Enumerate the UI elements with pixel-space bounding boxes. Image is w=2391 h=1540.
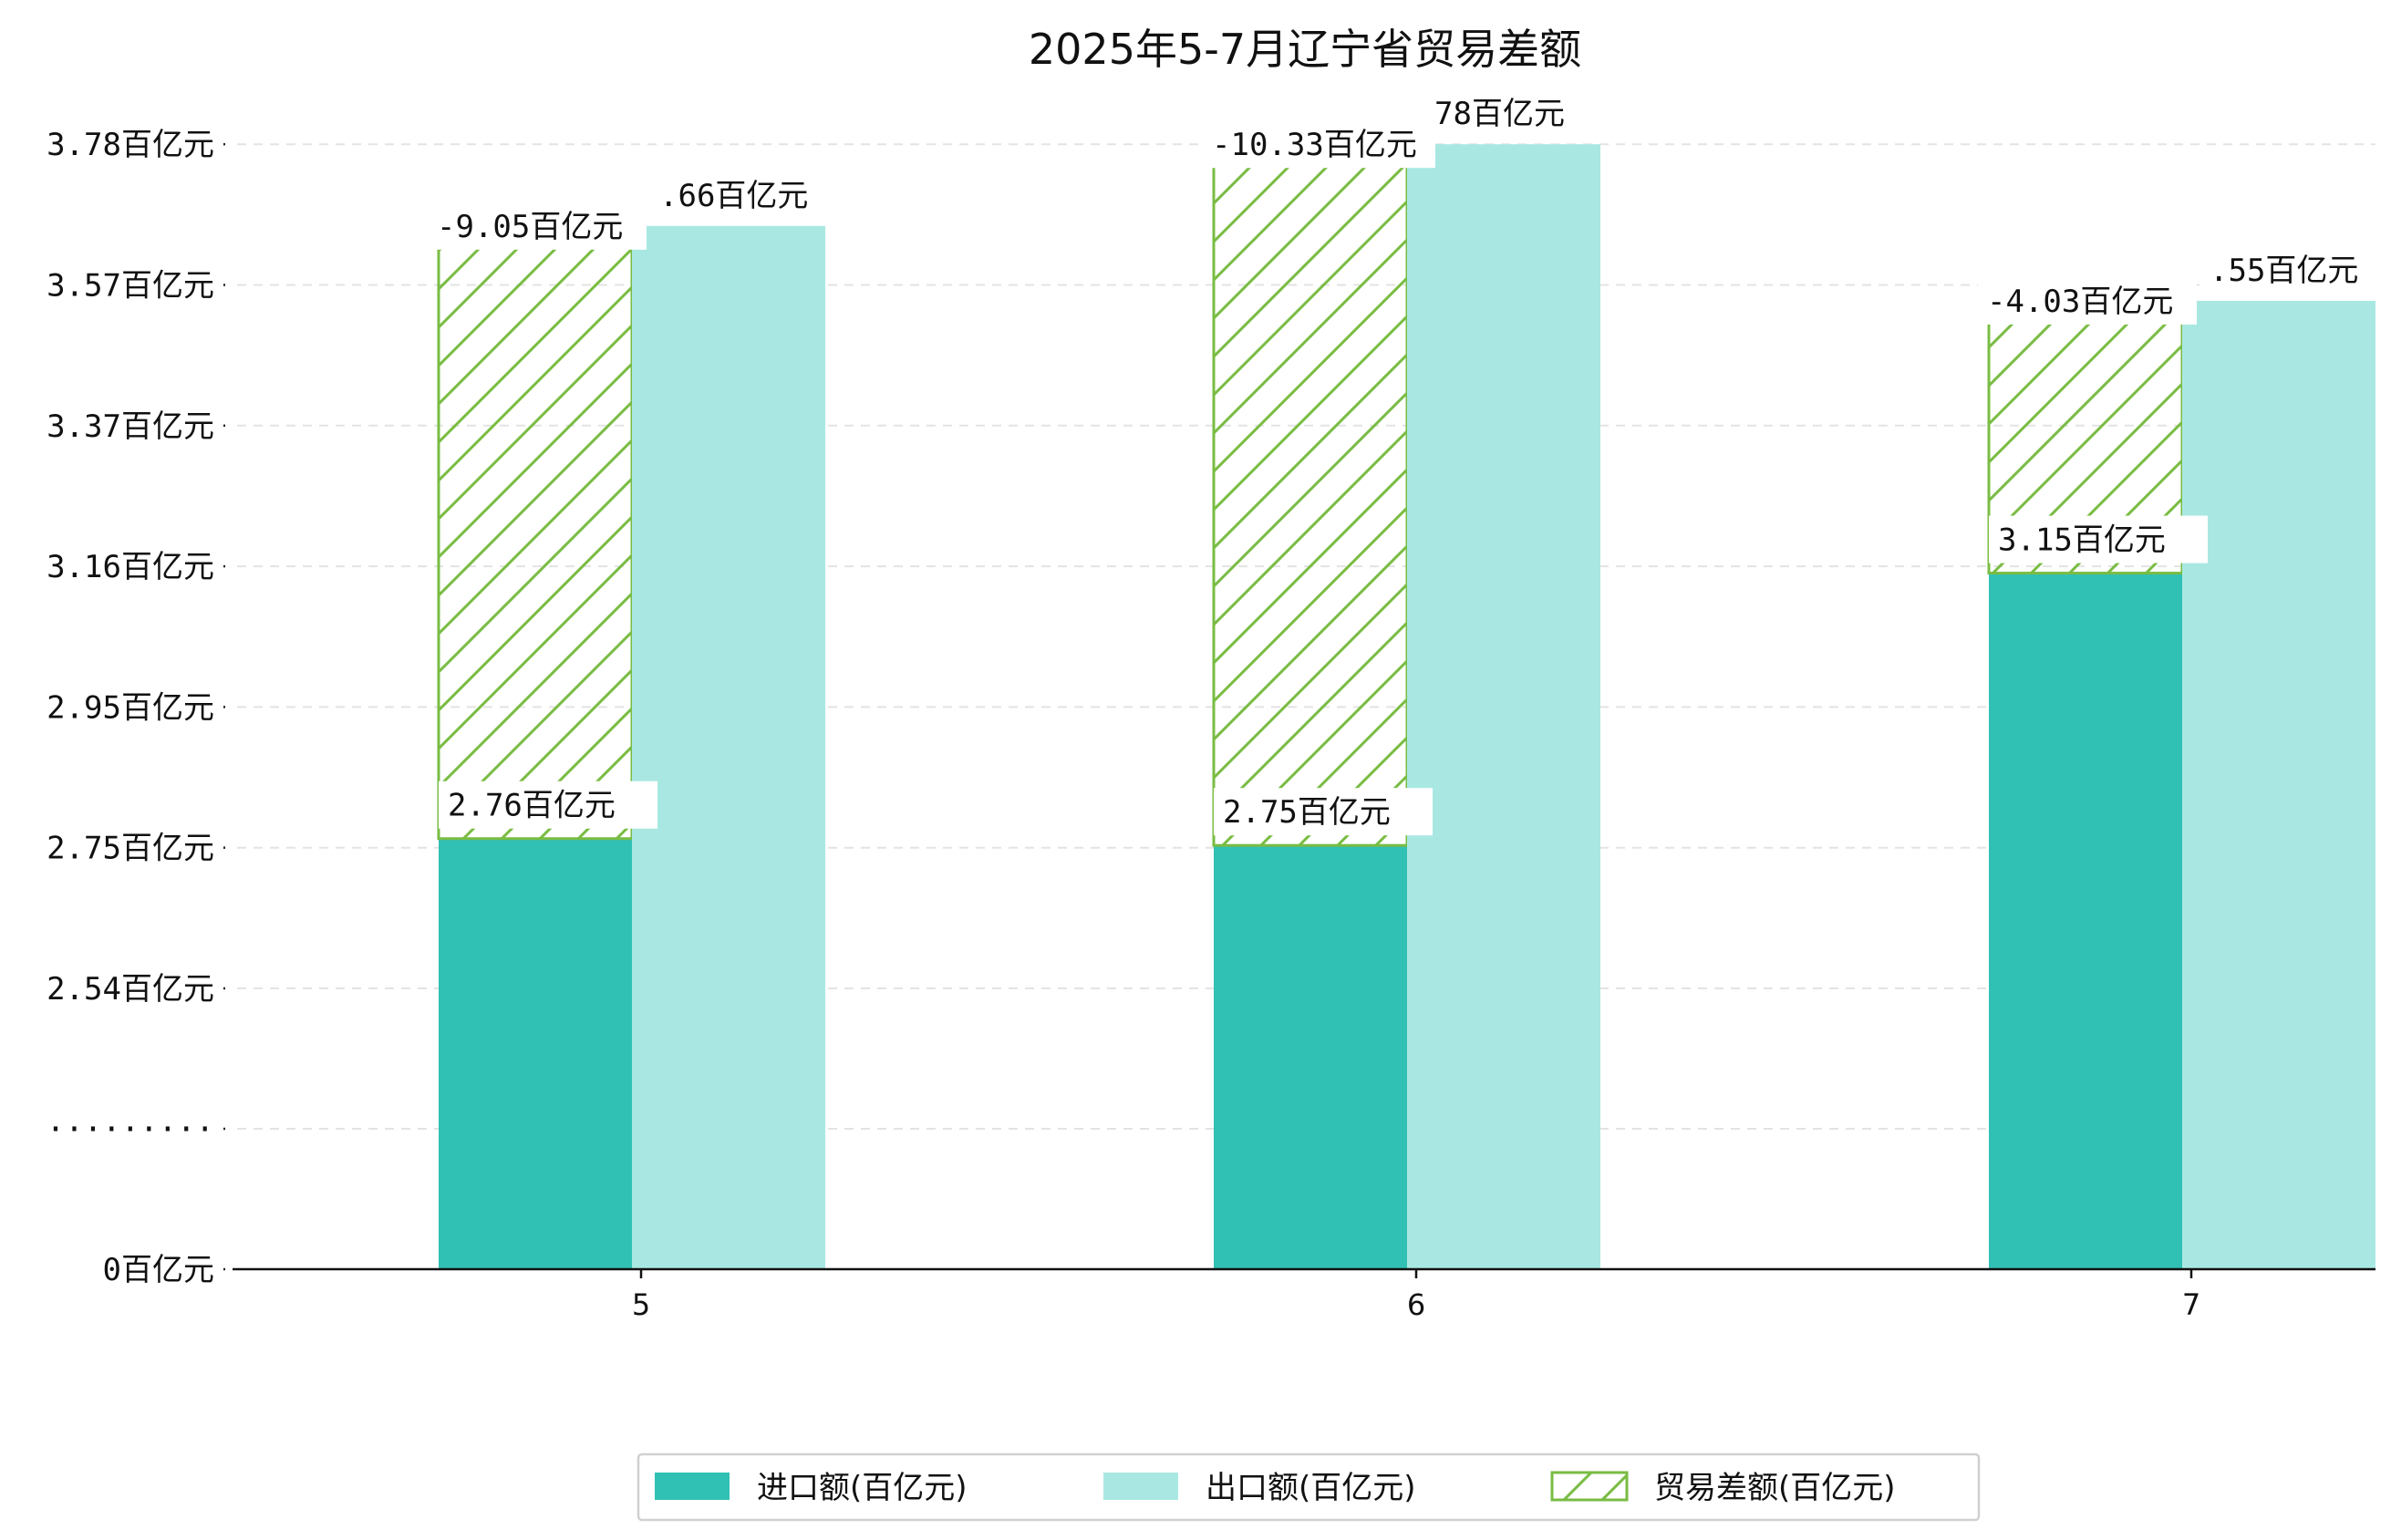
balance-bar xyxy=(437,243,634,841)
x-tick-label: 5 xyxy=(632,1287,650,1322)
legend-label: 进口额(百亿元) xyxy=(757,1470,968,1506)
data-label-box xyxy=(1978,276,2197,325)
y-tick-label: ········· xyxy=(47,1111,214,1148)
data-label-box xyxy=(1214,788,1433,836)
bars xyxy=(437,144,2375,1270)
data-label-box xyxy=(439,780,657,829)
y-tick-label: 3.37百亿元 xyxy=(47,408,214,445)
x-axis: 5 6 7 xyxy=(233,1267,2375,1322)
import-bar xyxy=(439,838,632,1269)
balance-bar xyxy=(1212,160,1409,847)
data-label: -4.03百亿元 xyxy=(1987,284,2173,320)
legend: 进口额(百亿元) 出口额(百亿元) 贸易差额(百亿元) xyxy=(637,1452,1981,1522)
data-label: .55百亿元 xyxy=(2210,253,2358,289)
import-bar xyxy=(1989,573,2182,1269)
data-label-box xyxy=(1989,515,2208,563)
y-tick-label: 3.78百亿元 xyxy=(47,127,214,163)
y-tick-label: 0百亿元 xyxy=(103,1252,214,1288)
y-tick-label: 2.54百亿元 xyxy=(47,971,214,1008)
x-tick-label: 7 xyxy=(2182,1287,2200,1322)
x-tick-label: 6 xyxy=(1407,1287,1425,1322)
y-tick-label: 2.95百亿元 xyxy=(47,689,214,726)
export-bar xyxy=(632,225,825,1269)
legend-label: 贸易差额(百亿元) xyxy=(1654,1470,1896,1506)
legend-swatch xyxy=(655,1473,730,1500)
y-axis: 0百亿元 ········· 2.54百亿元 2.75百亿元 2.95百亿元 3.16百亿… xyxy=(47,127,225,1288)
data-label-box xyxy=(650,171,828,219)
legend-swatch xyxy=(1103,1473,1178,1500)
data-labels: -9.05百亿元 .66百亿元 2.76百亿元 -10.33百亿元 78百亿元 2.75百… xyxy=(428,89,2378,836)
export-bar xyxy=(1407,144,1600,1270)
data-label: .66百亿元 xyxy=(659,178,808,214)
data-label-box xyxy=(2200,245,2378,294)
import-bar xyxy=(1214,845,1407,1269)
data-label: 3.15百亿元 xyxy=(1998,522,2166,559)
data-label: 2.75百亿元 xyxy=(1223,794,1391,831)
y-tick-label: 3.16百亿元 xyxy=(47,549,214,585)
legend-label: 出口额(百亿元) xyxy=(1206,1470,1416,1506)
export-bar xyxy=(2182,300,2375,1270)
data-label-box xyxy=(1425,89,1603,138)
data-label-box xyxy=(428,202,647,250)
data-label: 78百亿元 xyxy=(1434,96,1565,132)
legend-swatch xyxy=(1550,1471,1629,1502)
data-label: 2.76百亿元 xyxy=(448,788,616,824)
y-tick-label: 2.75百亿元 xyxy=(47,831,214,867)
data-label-box xyxy=(1203,120,1435,169)
data-label: -9.05百亿元 xyxy=(437,209,623,245)
y-tick-label: 3.57百亿元 xyxy=(47,268,214,305)
legend-box xyxy=(637,1452,1981,1522)
chart-title: 2025年5-7月辽宁省贸易差额 xyxy=(1029,25,1581,74)
data-label: -10.33百亿元 xyxy=(1212,127,1417,163)
